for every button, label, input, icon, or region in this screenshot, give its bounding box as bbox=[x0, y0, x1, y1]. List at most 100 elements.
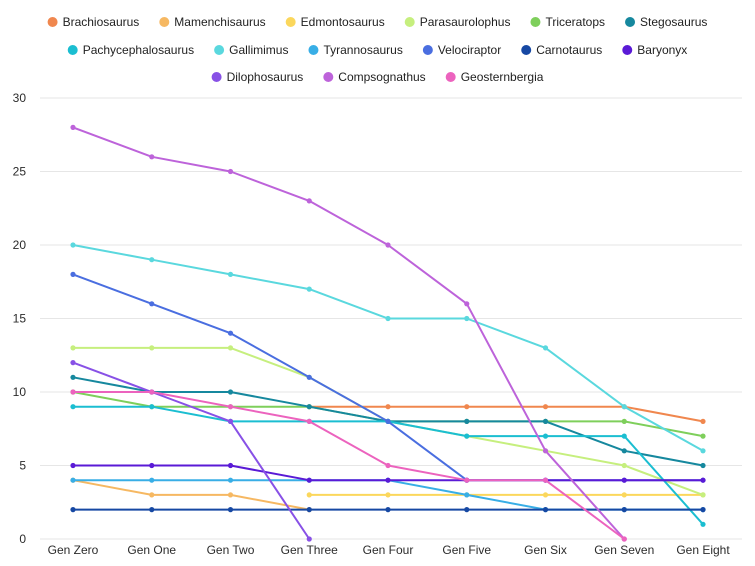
data-point bbox=[149, 154, 155, 160]
legend-item-compsognathus[interactable]: Compsognathus bbox=[323, 70, 426, 84]
legend-item-mamenchisaurus[interactable]: Mamenchisaurus bbox=[159, 15, 266, 29]
data-point bbox=[700, 507, 706, 513]
data-point bbox=[621, 507, 627, 513]
y-tick-label: 30 bbox=[13, 91, 27, 105]
legend-item-carnotaurus[interactable]: Carnotaurus bbox=[521, 43, 602, 57]
y-tick-label: 20 bbox=[13, 238, 27, 252]
series-velociraptor bbox=[70, 271, 706, 483]
data-point bbox=[149, 389, 155, 395]
x-tick-label: Gen Two bbox=[207, 543, 255, 557]
data-point bbox=[621, 418, 627, 424]
legend-marker bbox=[47, 17, 58, 27]
data-point bbox=[464, 477, 470, 483]
x-tick-label: Gen Zero bbox=[48, 543, 99, 557]
data-point bbox=[306, 198, 312, 204]
y-tick-label: 15 bbox=[13, 312, 27, 326]
legend-marker bbox=[422, 45, 433, 55]
data-point bbox=[70, 345, 76, 351]
legend-label: Triceratops bbox=[545, 15, 605, 29]
y-tick-label: 25 bbox=[13, 165, 27, 179]
series-geosternbergia bbox=[70, 389, 627, 542]
data-point bbox=[306, 507, 312, 513]
data-point bbox=[306, 374, 312, 380]
data-point bbox=[542, 507, 549, 513]
data-point bbox=[700, 477, 706, 483]
x-tick-label: Gen Three bbox=[281, 543, 338, 557]
legend-marker bbox=[308, 45, 319, 55]
data-point bbox=[227, 418, 234, 424]
legend-label: Compsognathus bbox=[338, 70, 425, 84]
legend-item-parasaurolophus[interactable]: Parasaurolophus bbox=[404, 15, 511, 29]
data-point bbox=[542, 418, 549, 424]
series-line-mamenchisaurus bbox=[72, 479, 311, 511]
data-point bbox=[70, 124, 76, 130]
x-tick-label: Gen Six bbox=[524, 543, 567, 557]
series-carnotaurus bbox=[70, 507, 706, 513]
legend-item-edmontosaurus[interactable]: Edmontosaurus bbox=[285, 15, 385, 29]
data-point bbox=[306, 477, 312, 483]
data-point bbox=[542, 492, 549, 498]
data-point bbox=[306, 418, 312, 424]
data-point bbox=[464, 301, 470, 307]
legend-item-tyrannosaurus[interactable]: Tyrannosaurus bbox=[308, 43, 403, 57]
data-point bbox=[385, 462, 391, 469]
y-axis: 0 5 10 15 20 25 30 bbox=[13, 91, 27, 546]
data-point bbox=[149, 492, 155, 498]
series-edmontosaurus bbox=[306, 492, 706, 498]
series-line-velociraptor bbox=[72, 273, 704, 482]
legend-item-stegosaurus[interactable]: Stegosaurus bbox=[625, 15, 707, 29]
data-point bbox=[464, 492, 470, 498]
legend-label: Stegosaurus bbox=[640, 15, 707, 29]
data-point bbox=[149, 507, 155, 513]
data-point bbox=[70, 360, 76, 366]
data-point bbox=[70, 242, 76, 248]
data-point bbox=[227, 492, 234, 498]
data-point bbox=[306, 286, 312, 292]
series-group bbox=[70, 124, 706, 542]
data-point bbox=[700, 433, 706, 439]
legend-label: Geosternbergia bbox=[461, 70, 544, 84]
x-tick-label: Gen Seven bbox=[594, 543, 654, 557]
data-point bbox=[464, 433, 470, 439]
legend-marker bbox=[323, 72, 334, 82]
legend-marker bbox=[445, 72, 456, 82]
legend-item-velociraptor[interactable]: Velociraptor bbox=[422, 43, 501, 57]
series-gallimimus bbox=[70, 242, 706, 454]
data-point bbox=[227, 330, 234, 336]
data-point bbox=[385, 507, 391, 513]
series-line-dilophosaurus bbox=[72, 361, 311, 540]
legend-item-pachycephalosaurus[interactable]: Pachycephalosaurus bbox=[67, 43, 194, 57]
legend-label: Carnotaurus bbox=[536, 43, 602, 57]
data-point bbox=[621, 492, 627, 498]
data-point bbox=[464, 418, 470, 424]
legend-label: Edmontosaurus bbox=[301, 15, 385, 29]
data-point bbox=[227, 477, 234, 483]
legend-item-gallimimus[interactable]: Gallimimus bbox=[214, 43, 288, 57]
data-point bbox=[149, 301, 155, 307]
legend-marker bbox=[521, 45, 532, 55]
data-point bbox=[227, 507, 234, 513]
x-tick-label: Gen One bbox=[127, 543, 176, 557]
data-point bbox=[306, 404, 312, 410]
legend-item-brachiosaurus[interactable]: Brachiosaurus bbox=[47, 15, 140, 29]
data-point bbox=[70, 462, 76, 469]
series-line-brachiosaurus bbox=[308, 405, 704, 423]
data-point bbox=[149, 477, 155, 483]
legend-item-triceratops[interactable]: Triceratops bbox=[530, 15, 605, 29]
legend-marker bbox=[285, 17, 296, 27]
legend-item-dilophosaurus[interactable]: Dilophosaurus bbox=[211, 70, 304, 84]
data-point bbox=[70, 271, 76, 277]
y-tick-label: 5 bbox=[19, 459, 26, 473]
data-point bbox=[149, 404, 155, 410]
data-point bbox=[227, 168, 234, 175]
legend-item-baryonyx[interactable]: Baryonyx bbox=[622, 43, 687, 57]
legend-item-geosternbergia[interactable]: Geosternbergia bbox=[445, 70, 544, 84]
legend-marker bbox=[625, 17, 636, 27]
legend-marker bbox=[67, 45, 78, 55]
data-point bbox=[70, 404, 76, 410]
data-point bbox=[227, 462, 234, 469]
data-point bbox=[70, 389, 76, 395]
data-point bbox=[621, 477, 627, 483]
data-point bbox=[464, 404, 470, 410]
